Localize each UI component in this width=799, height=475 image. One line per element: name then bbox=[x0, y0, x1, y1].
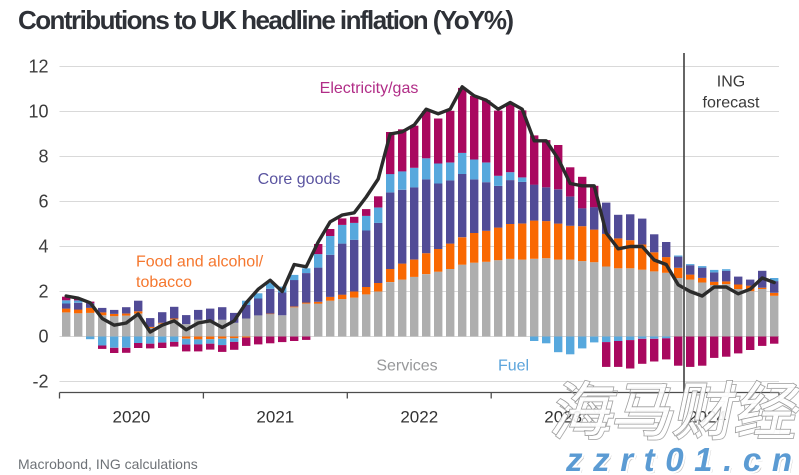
svg-text:zzrt01.cn: zzrt01.cn bbox=[565, 441, 799, 475]
svg-text:4: 4 bbox=[38, 237, 48, 257]
svg-text:Services: Services bbox=[376, 358, 437, 375]
svg-text:8: 8 bbox=[38, 147, 48, 167]
svg-text:0: 0 bbox=[38, 327, 48, 347]
svg-text:2021: 2021 bbox=[256, 408, 294, 427]
svg-text:Fuel: Fuel bbox=[498, 358, 529, 375]
svg-text:10: 10 bbox=[28, 102, 48, 122]
svg-text:Electricity/gas: Electricity/gas bbox=[320, 80, 419, 97]
svg-text:6: 6 bbox=[38, 192, 48, 212]
svg-text:ING: ING bbox=[717, 74, 745, 91]
svg-text:2: 2 bbox=[38, 282, 48, 302]
svg-text:12: 12 bbox=[28, 57, 48, 77]
svg-text:zzrt01.cn: zzrt01.cn bbox=[567, 443, 799, 475]
svg-text:-2: -2 bbox=[32, 372, 48, 392]
svg-text:Food and alcohol/: Food and alcohol/ bbox=[136, 254, 264, 271]
svg-text:tobacco: tobacco bbox=[136, 274, 192, 291]
svg-text:forecast: forecast bbox=[703, 95, 760, 112]
svg-text:2022: 2022 bbox=[400, 408, 438, 427]
svg-text:Core goods: Core goods bbox=[258, 171, 341, 188]
svg-text:2020: 2020 bbox=[113, 408, 151, 427]
